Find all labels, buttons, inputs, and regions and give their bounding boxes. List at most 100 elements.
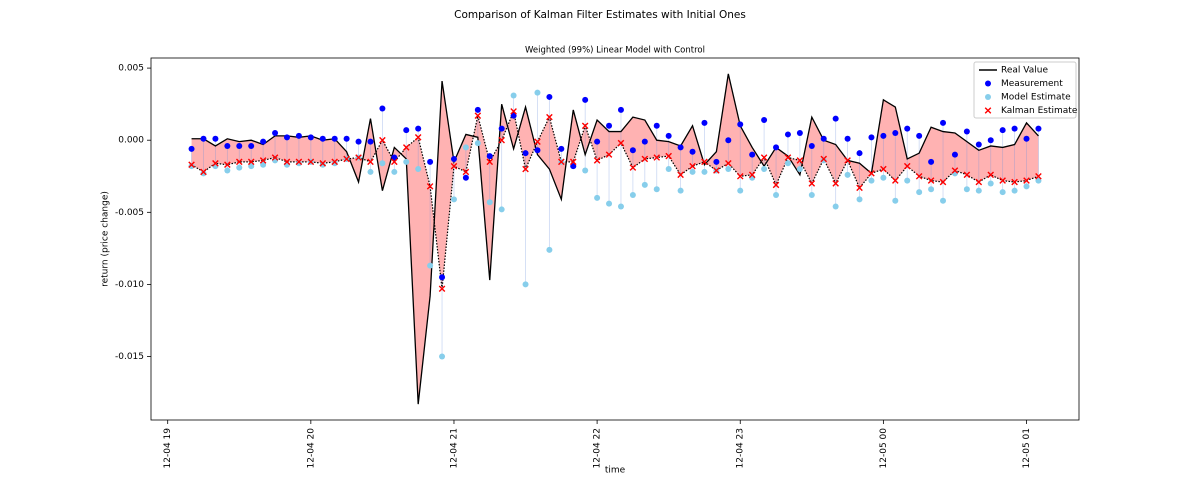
dot [582, 96, 589, 103]
x-marker [498, 136, 505, 144]
dot [761, 166, 768, 173]
dot [582, 167, 589, 174]
dot [1023, 183, 1030, 190]
dot [462, 174, 469, 181]
dot [963, 128, 970, 135]
dot [474, 106, 481, 113]
x-marker [438, 285, 446, 293]
legend-box [973, 61, 1077, 119]
dot [940, 197, 947, 204]
dot [868, 134, 875, 141]
legend-label: Measurement [1001, 79, 1063, 89]
dot [677, 144, 684, 151]
x-marker [665, 152, 672, 160]
x-marker [522, 165, 529, 173]
x-marker [820, 155, 828, 163]
x-marker [1011, 178, 1018, 186]
x-marker [653, 154, 661, 161]
dot [379, 160, 386, 167]
dot [462, 144, 469, 151]
dot [546, 246, 553, 253]
dot [391, 168, 398, 175]
dot [773, 192, 780, 199]
x-marker [569, 158, 577, 166]
dot [248, 163, 255, 170]
dot [1023, 135, 1030, 142]
dot [904, 125, 911, 132]
x-marker [283, 158, 291, 166]
x-marker [772, 181, 780, 189]
dot [749, 151, 756, 158]
dot [677, 187, 684, 194]
x-marker [558, 158, 565, 166]
x-marker [307, 158, 315, 166]
legend-label: Real Value [1001, 66, 1048, 76]
dot [844, 171, 851, 178]
x-marker [856, 184, 863, 192]
x-marker [701, 158, 708, 166]
dot [307, 134, 314, 141]
dot [725, 166, 732, 173]
dot [999, 189, 1006, 196]
x-tick-label: 12-05 01 [1022, 428, 1032, 468]
y-tick-label: -0.010 [115, 280, 144, 290]
dot [439, 353, 446, 360]
dot [546, 93, 553, 100]
x-tick-label: 12-04 20 [306, 428, 316, 469]
x-marker [951, 167, 959, 174]
dot [808, 142, 815, 149]
chart-title: Comparison of Kalman Filter Estimates wi… [454, 9, 746, 21]
x-marker [295, 158, 303, 166]
x-tick-label: 12-04 22 [593, 428, 603, 468]
dot [427, 262, 434, 269]
x-marker [450, 162, 458, 170]
dot [784, 160, 791, 167]
dot [272, 129, 279, 136]
dot [868, 177, 875, 184]
dot [236, 142, 243, 149]
x-marker [212, 159, 219, 167]
y-tick-label: 0.000 [118, 136, 144, 146]
dot [498, 206, 505, 213]
dot [665, 132, 672, 139]
legend-label: Model Estimate [1001, 93, 1071, 103]
dot [987, 180, 994, 187]
x-marker [391, 158, 398, 166]
x-marker [379, 136, 386, 144]
x-marker [689, 162, 696, 170]
dot [641, 138, 648, 145]
y-axis-label: return (price change) [101, 191, 111, 287]
dot [1011, 187, 1018, 194]
x-marker [736, 172, 744, 180]
x-marker [534, 138, 541, 145]
x-marker [581, 122, 589, 130]
x-marker [880, 165, 887, 173]
dot [534, 89, 541, 96]
x-marker [915, 172, 923, 180]
y-tick-label: 0.005 [118, 64, 144, 74]
x-tick-label: 12-04 19 [163, 428, 173, 469]
dot [653, 186, 660, 193]
dot [606, 122, 613, 129]
x-marker [235, 158, 243, 166]
x-marker [355, 154, 362, 161]
dot [629, 192, 636, 199]
chart-subtitle: Weighted (99%) Linear Model with Control [525, 46, 705, 56]
x-marker [426, 183, 434, 190]
x-marker [784, 154, 792, 161]
x-marker [331, 158, 338, 166]
x-marker [343, 155, 350, 163]
dot [975, 141, 982, 148]
dot [367, 138, 374, 145]
dot [403, 158, 410, 165]
dot [975, 187, 982, 194]
dot [796, 166, 803, 173]
x-marker [247, 158, 255, 166]
dot [892, 129, 899, 136]
dot [701, 168, 708, 175]
dot [641, 181, 648, 188]
dot [773, 144, 780, 151]
x-marker [868, 170, 875, 177]
dot [844, 135, 851, 142]
x-marker [999, 177, 1006, 184]
